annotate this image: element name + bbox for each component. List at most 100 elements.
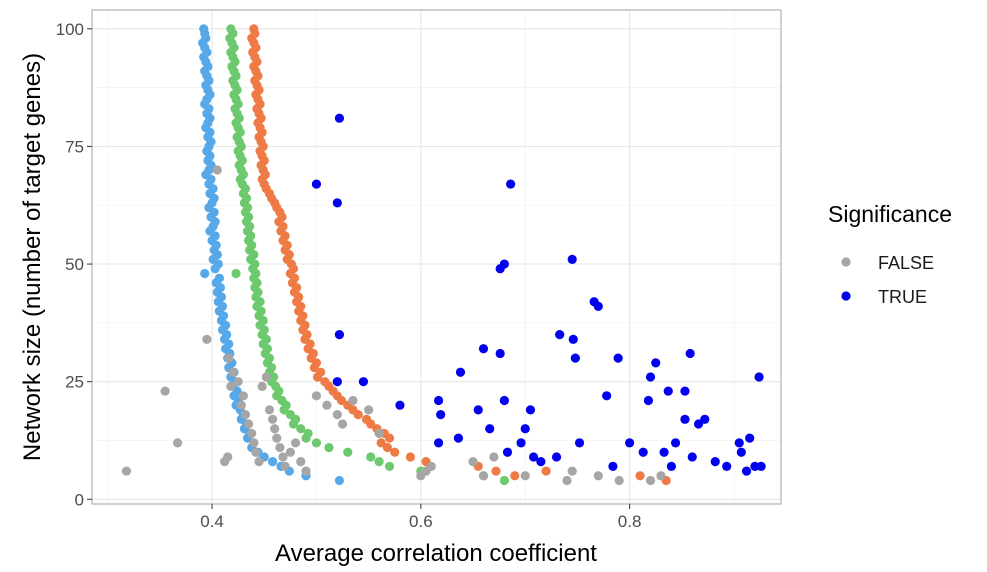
data-point [251, 447, 261, 457]
data-point [285, 447, 295, 457]
data-point [685, 348, 695, 359]
data-point [270, 424, 280, 434]
data-point [659, 447, 669, 457]
data-point [722, 461, 732, 471]
data-point [231, 268, 241, 279]
data-point [384, 461, 395, 471]
data-point [334, 475, 345, 486]
data-point [366, 419, 376, 429]
data-point [384, 433, 395, 443]
data-point [160, 386, 170, 396]
data-point [173, 438, 183, 448]
data-point [502, 447, 513, 457]
data-point [436, 410, 446, 420]
data-point [625, 438, 635, 448]
y-tick-label: 50 [65, 255, 84, 274]
data-point [280, 461, 290, 471]
data-point [528, 452, 539, 462]
data-point [687, 452, 697, 462]
data-point [264, 405, 275, 415]
data-point [478, 471, 489, 481]
data-point [290, 438, 301, 448]
data-point [570, 353, 580, 363]
data-point [693, 419, 704, 429]
data-point [453, 433, 464, 443]
data-point [312, 372, 323, 382]
data-point [353, 410, 363, 420]
data-point [635, 471, 645, 481]
plot-background [92, 10, 781, 504]
data-point [249, 438, 259, 448]
y-tick-label: 25 [65, 373, 84, 392]
plot-border [91, 9, 782, 505]
data-point [520, 424, 530, 434]
data-point [364, 405, 374, 415]
legend: Significance FALSE TRUE [828, 201, 952, 307]
data-point [485, 424, 495, 434]
legend-key-false [841, 257, 851, 267]
data-point [257, 381, 267, 391]
data-point [334, 330, 345, 340]
data-point [343, 447, 353, 457]
legend-key-true [841, 291, 851, 301]
data-point [754, 372, 764, 382]
data-point [212, 165, 222, 175]
data-point [499, 395, 509, 406]
data-point [334, 113, 345, 123]
data-points [121, 24, 766, 486]
data-point [395, 400, 405, 410]
data-point [489, 452, 499, 462]
data-point [613, 353, 623, 363]
data-point [223, 452, 233, 462]
data-point [645, 475, 656, 486]
data-point [228, 367, 238, 377]
data-point [332, 198, 342, 208]
data-point [455, 367, 466, 377]
data-point [254, 457, 264, 467]
data-point [506, 179, 516, 189]
data-point [275, 442, 285, 453]
data-point [656, 471, 666, 481]
data-point [268, 457, 278, 467]
data-point [382, 442, 393, 453]
data-point [468, 457, 478, 467]
data-point [525, 405, 536, 415]
data-point [202, 334, 212, 344]
data-point [473, 405, 483, 415]
data-point [700, 414, 710, 424]
data-point [296, 424, 306, 434]
axis-ticks: 0.4 0.6 0.8 0 25 50 75 100 [56, 20, 642, 531]
data-point [495, 348, 505, 359]
data-point [226, 381, 236, 391]
data-point [499, 259, 509, 269]
data-point [741, 466, 752, 476]
data-point [366, 452, 376, 462]
data-point [756, 461, 766, 471]
data-point [593, 301, 603, 311]
data-point [240, 410, 251, 420]
data-point [602, 391, 612, 401]
data-point [666, 461, 676, 471]
data-point [651, 358, 661, 368]
data-point [608, 461, 618, 471]
data-point [336, 395, 347, 406]
y-tick-label: 75 [65, 137, 84, 156]
x-tick-label: 0.8 [618, 512, 642, 531]
data-point [510, 471, 520, 481]
data-point [536, 457, 546, 467]
data-point [541, 466, 551, 476]
data-point [491, 466, 501, 476]
data-point [322, 400, 332, 410]
data-point [516, 438, 526, 448]
data-point [278, 452, 288, 462]
data-point [710, 457, 720, 467]
legend-title: Significance [828, 201, 952, 227]
data-point [268, 414, 278, 424]
data-point [261, 372, 271, 382]
data-point [337, 419, 348, 429]
data-point [551, 452, 562, 462]
data-point [324, 442, 334, 453]
data-point [301, 466, 311, 476]
data-point [210, 264, 220, 274]
data-point [614, 475, 624, 486]
